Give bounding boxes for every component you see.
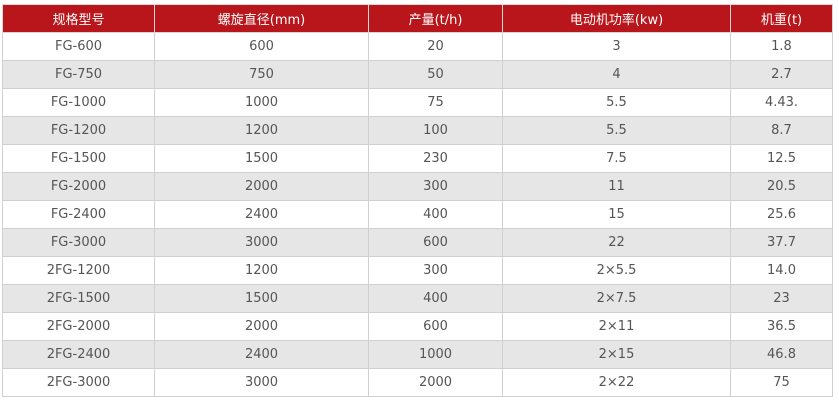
header-model: 规格型号 [2,4,155,33]
cell-weight: 75 [730,368,833,397]
cell-motor-power: 2×7.5 [502,284,731,313]
cell-weight: 46.8 [730,340,833,369]
table-row: FG-1500 1500 230 7.5 12.5 [2,144,833,173]
header-weight: 机重(t) [730,4,833,33]
cell-weight: 4.43. [730,88,833,117]
table-row: FG-600 600 20 3 1.8 [2,32,833,61]
cell-screw-diameter: 3000 [154,228,369,257]
table-row: 2FG-1200 1200 300 2×5.5 14.0 [2,256,833,285]
cell-motor-power: 3 [502,32,731,61]
cell-motor-power: 7.5 [502,144,731,173]
cell-screw-diameter: 1200 [154,116,369,145]
cell-capacity: 1000 [368,340,503,369]
cell-motor-power: 11 [502,172,731,201]
cell-motor-power: 2×11 [502,312,731,341]
header-motor-power: 电动机功率(kw) [502,4,731,33]
cell-model: FG-750 [2,60,155,89]
cell-capacity: 400 [368,284,503,313]
cell-motor-power: 2×15 [502,340,731,369]
cell-screw-diameter: 2000 [154,312,369,341]
table-row: FG-3000 3000 600 22 37.7 [2,228,833,257]
table-row: FG-1200 1200 100 5.5 8.7 [2,116,833,145]
cell-model: FG-1500 [2,144,155,173]
table-row: FG-2400 2400 400 15 25.6 [2,200,833,229]
cell-weight: 25.6 [730,200,833,229]
cell-capacity: 100 [368,116,503,145]
header-screw-diameter: 螺旋直径(mm) [154,4,369,33]
cell-capacity: 300 [368,172,503,201]
cell-model: 2FG-2000 [2,312,155,341]
cell-motor-power: 2×5.5 [502,256,731,285]
cell-capacity: 600 [368,312,503,341]
table-row: 2FG-3000 3000 2000 2×22 75 [2,368,833,397]
cell-motor-power: 5.5 [502,116,731,145]
cell-screw-diameter: 600 [154,32,369,61]
cell-screw-diameter: 750 [154,60,369,89]
table-row: FG-750 750 50 4 2.7 [2,60,833,89]
cell-weight: 36.5 [730,312,833,341]
cell-screw-diameter: 1200 [154,256,369,285]
cell-model: FG-1000 [2,88,155,117]
cell-motor-power: 4 [502,60,731,89]
cell-weight: 20.5 [730,172,833,201]
cell-model: FG-2400 [2,200,155,229]
cell-screw-diameter: 2000 [154,172,369,201]
cell-capacity: 2000 [368,368,503,397]
cell-model: 2FG-2400 [2,340,155,369]
cell-capacity: 20 [368,32,503,61]
cell-model: 2FG-1200 [2,256,155,285]
cell-motor-power: 5.5 [502,88,731,117]
cell-screw-diameter: 1500 [154,144,369,173]
cell-model: FG-3000 [2,228,155,257]
header-capacity: 产量(t/h) [368,4,503,33]
cell-weight: 14.0 [730,256,833,285]
cell-screw-diameter: 2400 [154,200,369,229]
cell-model: 2FG-3000 [2,368,155,397]
cell-screw-diameter: 1500 [154,284,369,313]
cell-capacity: 75 [368,88,503,117]
cell-motor-power: 15 [502,200,731,229]
cell-model: FG-1200 [2,116,155,145]
cell-model: FG-2000 [2,172,155,201]
cell-weight: 1.8 [730,32,833,61]
cell-model: FG-600 [2,32,155,61]
cell-capacity: 230 [368,144,503,173]
cell-screw-diameter: 2400 [154,340,369,369]
cell-capacity: 400 [368,200,503,229]
table-row: 2FG-1500 1500 400 2×7.5 23 [2,284,833,313]
table-header: 规格型号 螺旋直径(mm) 产量(t/h) 电动机功率(kw) 机重(t) [2,4,833,33]
cell-screw-diameter: 1000 [154,88,369,117]
cell-screw-diameter: 3000 [154,368,369,397]
table-row: 2FG-2400 2400 1000 2×15 46.8 [2,340,833,369]
cell-capacity: 300 [368,256,503,285]
table-row: 2FG-2000 2000 600 2×11 36.5 [2,312,833,341]
cell-weight: 37.7 [730,228,833,257]
cell-weight: 12.5 [730,144,833,173]
cell-weight: 23 [730,284,833,313]
cell-weight: 2.7 [730,60,833,89]
cell-capacity: 600 [368,228,503,257]
cell-motor-power: 2×22 [502,368,731,397]
cell-weight: 8.7 [730,116,833,145]
table-row: FG-2000 2000 300 11 20.5 [2,172,833,201]
cell-capacity: 50 [368,60,503,89]
cell-model: 2FG-1500 [2,284,155,313]
cell-motor-power: 22 [502,228,731,257]
spec-table: 规格型号 螺旋直径(mm) 产量(t/h) 电动机功率(kw) 机重(t) FG-600… [2,4,833,397]
table-row: FG-1000 1000 75 5.5 4.43. [2,88,833,117]
